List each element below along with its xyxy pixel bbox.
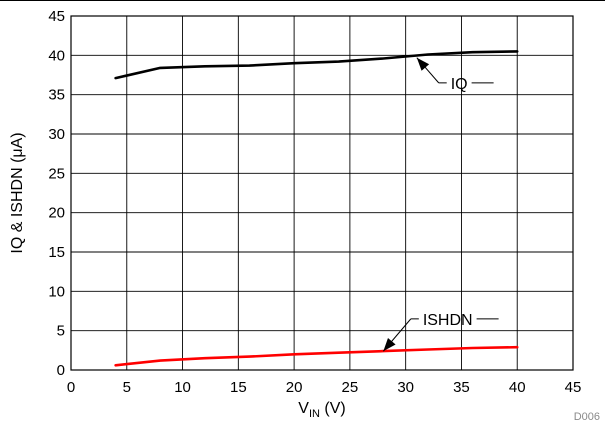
plot-frame [70,15,574,371]
x-tick-label: 40 [509,379,526,396]
x-axis-title: VIN (V) [298,400,345,420]
x-tick-label: 5 [123,379,131,396]
annotation-ishdn: ISHDN [382,312,499,352]
x-tick-label: 25 [342,379,359,396]
annotation-arrowhead [416,57,430,71]
y-tick-labels: 0 5 10 15 20 25 30 35 40 45 [48,8,65,379]
page-top-rule [0,0,605,1]
x-tick-labels: 0 5 10 15 20 25 30 35 40 45 [67,379,582,396]
annotations: IQ ISHDN [382,57,499,352]
y-axis-title: IQ & ISHDN (μA) [9,132,26,253]
annotation-label-iq: IQ [451,76,468,93]
y-tick-label: 15 [48,244,65,261]
x-axis-title-main: V [298,400,309,417]
y-tick-label: 30 [48,126,65,143]
x-tick-label: 35 [453,379,470,396]
y-tick-label: 25 [48,165,65,182]
x-tick-label: 45 [565,379,582,396]
y-tick-label: 20 [48,205,65,222]
annotation-arrowhead [383,337,396,352]
grid [71,16,573,370]
x-axis-title-unit: (V) [320,400,346,417]
x-tick-label: 20 [286,379,303,396]
y-tick-label: 40 [48,47,65,64]
x-axis-title-sub: IN [309,408,320,420]
y-tick-label: 45 [48,8,65,25]
series-line-iq [114,50,519,80]
y-tick-label: 35 [48,87,65,104]
y-tick-label: 10 [48,283,65,300]
x-tick-label: 10 [174,379,191,396]
series-layer [114,50,519,367]
series-line-ishdn [114,345,519,367]
annotation-label-ishdn: ISHDN [423,312,473,329]
x-tick-label: 30 [397,379,414,396]
x-tick-label: 15 [230,379,247,396]
annotation-iq: IQ [416,57,494,93]
y-tick-label: 0 [57,362,65,379]
y-tick-label: 5 [57,323,65,340]
x-tick-label: 0 [67,379,75,396]
figure-id: D006 [574,411,600,423]
